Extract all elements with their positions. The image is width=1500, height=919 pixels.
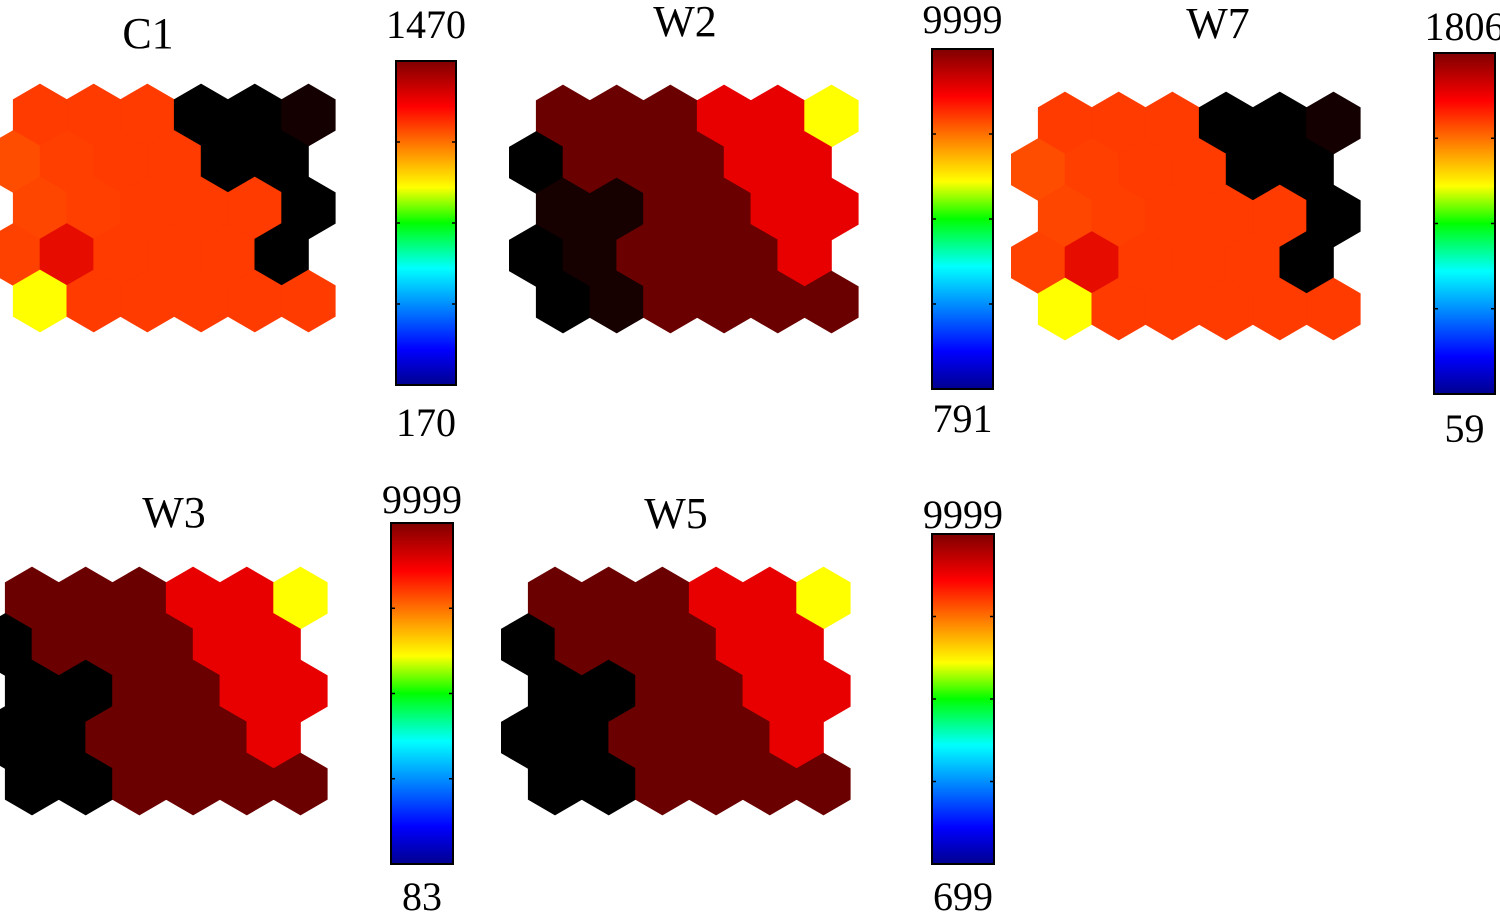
panel-w7: W7 1806 59 — [1010, 0, 1500, 451]
hex-cell — [796, 752, 851, 816]
colorbar-max-label: 9999 — [923, 0, 1003, 42]
colorbar-max-label: 9999 — [923, 492, 1003, 537]
colorbar-min-label: 59 — [1445, 406, 1485, 451]
colorbar-min-label: 699 — [933, 874, 993, 919]
colorbar-max-label: 9999 — [382, 477, 462, 522]
panel-w5: W5 9999 699 — [500, 489, 1003, 919]
panel-title: C1 — [122, 9, 173, 58]
colorbar-min-label: 791 — [933, 396, 993, 441]
colorbar-max-label: 1806 — [1425, 4, 1500, 49]
hex-cell — [281, 269, 336, 333]
colorbar-min-label: 170 — [396, 400, 456, 445]
colorbar — [931, 533, 995, 865]
colorbar — [1433, 52, 1496, 395]
colorbar-min-label: 83 — [402, 874, 442, 919]
colorbar — [395, 60, 457, 386]
panel-w2: W2 9999 791 — [508, 0, 1003, 441]
hex-cell — [273, 752, 328, 816]
panel-title: W7 — [1186, 0, 1250, 48]
panel-c1: C1 1470 170 — [0, 2, 466, 445]
colorbar — [390, 522, 454, 865]
colorbar-max-label: 1470 — [386, 2, 466, 47]
hex-cell — [804, 270, 859, 334]
panel-title: W3 — [142, 488, 206, 537]
colorbar — [931, 48, 994, 390]
hex-cell — [1306, 277, 1361, 341]
panel-title: W5 — [644, 489, 708, 538]
panel-title: W2 — [653, 0, 717, 46]
panel-w3: W3 9999 83 — [0, 477, 462, 919]
